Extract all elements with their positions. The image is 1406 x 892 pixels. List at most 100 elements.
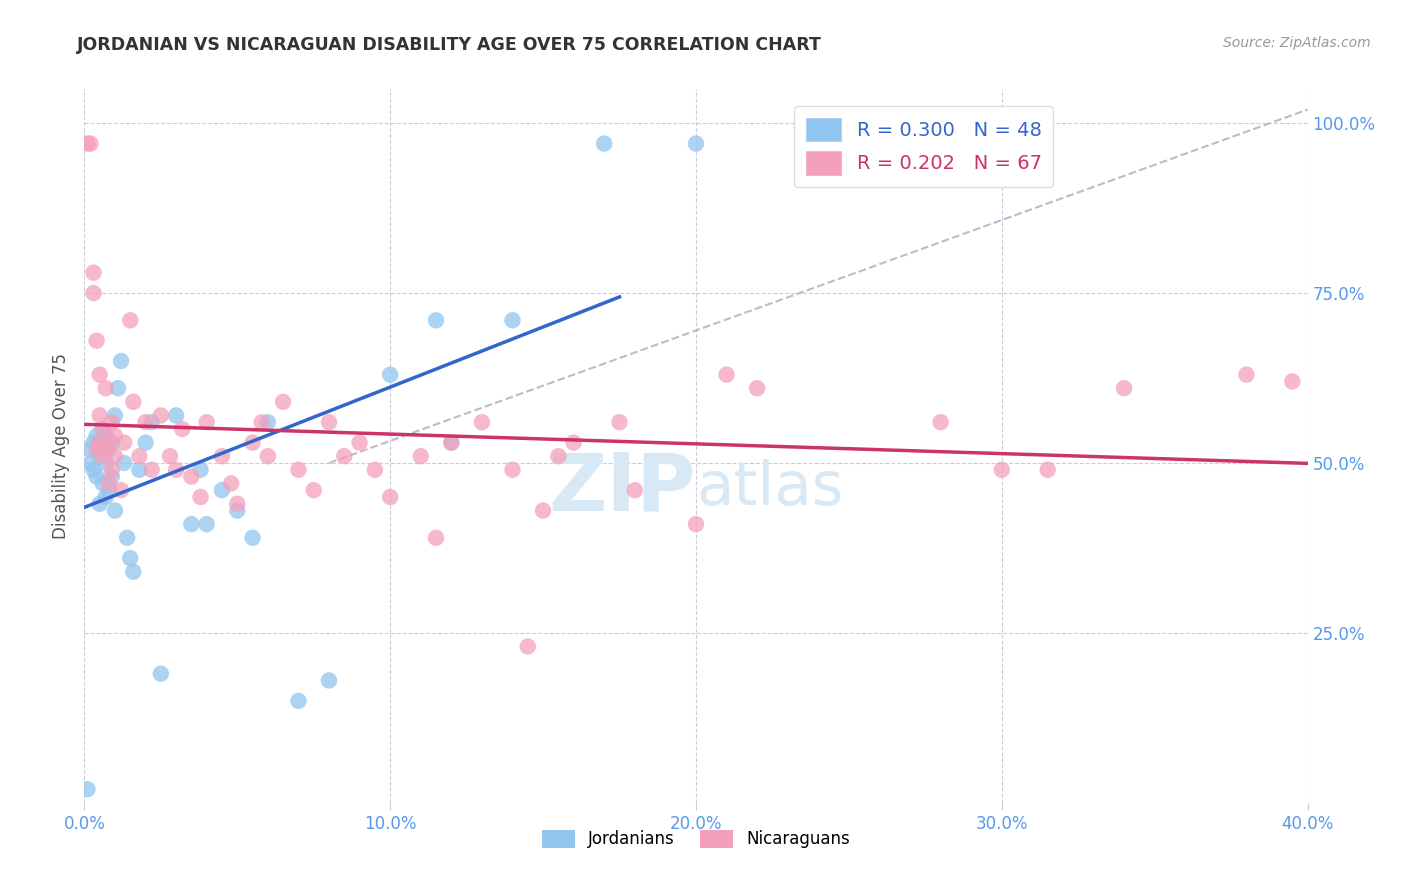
Point <box>94 456 117 470</box>
Point <box>94 381 117 395</box>
Point <box>287 694 309 708</box>
Point <box>1281 375 1303 389</box>
Point <box>89 435 111 450</box>
Point <box>76 782 98 797</box>
Point <box>195 415 218 429</box>
Point <box>104 449 127 463</box>
Point <box>120 551 142 566</box>
Point <box>502 313 524 327</box>
Point <box>122 394 145 409</box>
Point <box>86 429 108 443</box>
Point <box>115 531 138 545</box>
Point <box>120 313 142 327</box>
Point <box>83 463 105 477</box>
Point <box>425 531 447 545</box>
Point <box>86 334 108 348</box>
Point <box>180 517 202 532</box>
Point <box>76 136 98 151</box>
Point <box>141 415 163 429</box>
Point <box>1114 381 1136 395</box>
Point <box>89 409 111 423</box>
Point <box>83 266 105 280</box>
Point <box>471 415 494 429</box>
Point <box>112 456 135 470</box>
Point <box>83 286 105 301</box>
Point <box>502 463 524 477</box>
Point <box>94 490 117 504</box>
Point <box>242 531 264 545</box>
Point <box>364 463 387 477</box>
Point <box>318 415 340 429</box>
Point <box>79 442 101 457</box>
Point <box>149 409 172 423</box>
Point <box>562 435 585 450</box>
Point <box>747 381 769 395</box>
Point <box>122 565 145 579</box>
Point <box>128 449 150 463</box>
Point <box>89 449 111 463</box>
Point <box>86 469 108 483</box>
Y-axis label: Disability Age Over 75: Disability Age Over 75 <box>52 353 70 539</box>
Point <box>128 463 150 477</box>
Text: atlas: atlas <box>696 459 844 518</box>
Point <box>190 463 212 477</box>
Point <box>159 449 181 463</box>
Point <box>242 435 264 450</box>
Point <box>101 415 124 429</box>
Point <box>91 422 114 436</box>
Point <box>531 503 554 517</box>
Point <box>94 442 117 457</box>
Point <box>97 476 120 491</box>
Point <box>516 640 538 654</box>
Point <box>104 429 127 443</box>
Point <box>219 476 242 491</box>
Point <box>91 476 114 491</box>
Point <box>547 449 569 463</box>
Point <box>250 415 273 429</box>
Point <box>685 517 707 532</box>
Point <box>97 442 120 457</box>
Text: ZIP: ZIP <box>548 450 696 528</box>
Point <box>257 415 280 429</box>
Point <box>89 368 111 382</box>
Point <box>89 497 111 511</box>
Point <box>89 435 111 450</box>
Point <box>104 409 127 423</box>
Point <box>94 429 117 443</box>
Point <box>101 463 124 477</box>
Point <box>380 490 402 504</box>
Point <box>91 442 114 457</box>
Point <box>1036 463 1059 477</box>
Point <box>104 503 127 517</box>
Point <box>97 483 120 498</box>
Point <box>79 136 101 151</box>
Point <box>929 415 952 429</box>
Point <box>425 313 447 327</box>
Point <box>302 483 325 498</box>
Point <box>271 394 294 409</box>
Text: JORDANIAN VS NICARAGUAN DISABILITY AGE OVER 75 CORRELATION CHART: JORDANIAN VS NICARAGUAN DISABILITY AGE O… <box>77 36 823 54</box>
Point <box>624 483 647 498</box>
Point <box>97 435 120 450</box>
Point <box>91 422 114 436</box>
Point <box>101 469 124 483</box>
Point <box>86 442 108 457</box>
Point <box>110 354 132 368</box>
Point <box>112 435 135 450</box>
Point <box>226 503 249 517</box>
Text: Source: ZipAtlas.com: Source: ZipAtlas.com <box>1223 36 1371 50</box>
Point <box>195 517 218 532</box>
Point <box>211 449 233 463</box>
Point <box>409 449 432 463</box>
Point <box>101 435 124 450</box>
Point <box>257 449 280 463</box>
Point <box>110 483 132 498</box>
Point <box>165 463 187 477</box>
Point <box>149 666 172 681</box>
Legend: Jordanians, Nicaraguans: Jordanians, Nicaraguans <box>534 823 858 855</box>
Point <box>685 136 707 151</box>
Point <box>333 449 356 463</box>
Point <box>287 463 309 477</box>
Point <box>91 449 114 463</box>
Point <box>440 435 463 450</box>
